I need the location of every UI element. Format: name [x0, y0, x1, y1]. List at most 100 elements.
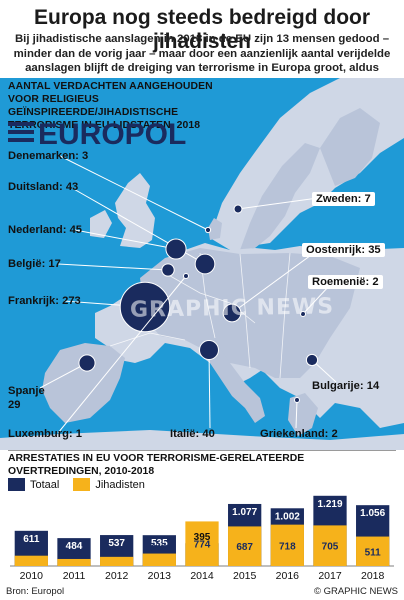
bubble-belgi — [161, 263, 175, 277]
country-name: Duitsland — [8, 181, 59, 193]
callout-frankrijk: Frankrijk: 273 — [8, 295, 81, 307]
country-value: 40 — [202, 428, 215, 440]
data-label-jihadist: 179 — [23, 546, 40, 557]
bar-jihadist — [142, 553, 176, 566]
x-tick-label: 2012 — [105, 570, 129, 582]
country-name: Roemenië — [312, 276, 366, 288]
data-label-total: 537 — [108, 538, 125, 549]
country-name: Oostenrijk — [306, 244, 362, 256]
country-value: 7 — [364, 193, 371, 205]
map-title-line: VOOR RELIGIEUS GEÏNSPIREERDE/JIHADISTISC… — [8, 94, 179, 118]
bar-jihadist — [57, 558, 91, 566]
bubble-nederland — [165, 238, 187, 260]
bubble-zweden — [233, 204, 243, 214]
intro-text: Bij jihadistische aanslagen in 2018 in d… — [13, 33, 391, 89]
watermark: GRAPHIC NEWS — [129, 294, 335, 323]
headline: Europa nog steeds bedreigd door jihadist… — [33, 6, 371, 53]
callout-bulgarije: Bulgarije: 14 — [312, 380, 380, 392]
europol-logo-text: EUROPOL — [38, 118, 186, 150]
callout-luxemburg: Luxemburg: 1 — [8, 428, 82, 440]
credit-note: © GRAPHIC NEWS — [313, 586, 398, 597]
x-tick-label: 2013 — [148, 570, 172, 582]
x-tick-label: 2017 — [318, 570, 342, 582]
data-label-jihadist: 122 — [66, 549, 83, 560]
data-label-total: 611 — [23, 534, 40, 545]
callout-denemarken: Denemarken: 3 — [8, 150, 89, 162]
callout-italie: Italië: 40 — [170, 428, 215, 440]
arrests-title-line: ARRESTATIES IN EU VOOR TERRORISME-GERELA… — [8, 453, 305, 464]
legend-item-total: Totaal — [8, 478, 59, 491]
callout-griekenland: Griekenland: 2 — [260, 428, 338, 440]
callout-leader-line — [57, 275, 187, 434]
bar-jihadist — [313, 525, 347, 566]
country-name: Griekenland — [260, 428, 325, 440]
arrests-title: ARRESTATIES IN EU VOOR TERRORISME-GERELA… — [8, 452, 398, 478]
data-label-total: 1.002 — [275, 511, 300, 522]
europe-map — [0, 78, 404, 450]
data-label-total: 395 — [194, 532, 211, 543]
bar-jihadist — [185, 521, 219, 566]
map-title-line: TERRORISME IN EU-LIDSTATEN, 2018 — [8, 120, 201, 131]
bar-jihadist — [14, 555, 48, 566]
data-label-jihadist: 511 — [365, 547, 382, 558]
chart-legend: Totaal Jihadisten — [8, 478, 145, 491]
map-section: AANTAL VERDACHTEN AANGEHOUDEN VOOR RELIG… — [0, 78, 404, 450]
data-label-total: 1.056 — [360, 508, 385, 519]
bubble-spanje — [78, 354, 96, 372]
europol-logo: EUROPOL — [8, 118, 186, 150]
bubble-griekenland — [294, 397, 300, 403]
country-name: België — [8, 258, 42, 270]
data-label-jihadist: 705 — [322, 542, 339, 553]
callout-duitsland: Duitsland: 43 — [8, 181, 79, 193]
country-value: 35 — [368, 244, 381, 256]
map-title: AANTAL VERDACHTEN AANGEHOUDEN VOOR RELIG… — [8, 80, 248, 132]
callout-leader-line — [231, 249, 319, 314]
legend-label-jihadist: Jihadisten — [95, 478, 145, 491]
arrests-title-line: OVERTREDINGEN, 2010-2018 — [8, 466, 155, 477]
country-value: 1 — [75, 428, 82, 440]
data-label-jihadist: 774 — [194, 540, 211, 551]
map-title-line: AANTAL VERDACHTEN AANGEHOUDEN — [8, 81, 213, 92]
callout-leader-line — [295, 399, 298, 429]
x-tick-label: 2014 — [190, 570, 214, 582]
country-value: 45 — [69, 224, 83, 236]
bar-jihadist — [356, 536, 390, 566]
legend-label-total: Totaal — [30, 478, 60, 491]
data-label-total: 1.077 — [232, 507, 257, 518]
data-label-jihadist: 718 — [279, 541, 296, 552]
source-note: Bron: Europol — [6, 586, 65, 597]
bubble-bulgarije — [305, 353, 319, 367]
country-name: Zweden — [316, 193, 358, 205]
x-tick-label: 2015 — [233, 570, 257, 582]
country-name: Spanje — [8, 385, 45, 397]
callout-leader-line — [59, 155, 209, 231]
x-tick-label: 2011 — [63, 570, 86, 582]
legend-swatch-jihadist — [73, 478, 91, 491]
x-tick-label: 2018 — [361, 570, 385, 582]
callout-belgie: België: 17 — [8, 258, 61, 270]
bubble-luxemburg — [183, 273, 189, 279]
country-value: 2 — [372, 276, 379, 288]
country-value: 29 — [8, 399, 21, 411]
callout-nederland: Nederland: 45 — [8, 224, 83, 236]
bubble-denemarken — [204, 226, 212, 234]
country-value: 273 — [62, 295, 81, 307]
country-name: Nederland — [8, 224, 63, 236]
data-label-total: 484 — [66, 541, 83, 552]
data-label-jihadist: 216 — [151, 544, 168, 555]
callout-leader-line — [237, 197, 319, 210]
country-value: 3 — [82, 150, 89, 162]
callout-zweden: Zweden: 7 — [312, 192, 375, 206]
bubble-frankrijk — [119, 281, 171, 333]
legend-item-jihadist: Jihadisten — [73, 478, 145, 491]
bubble-itali — [199, 340, 219, 360]
legend-swatch-total — [8, 478, 25, 491]
country-name: Luxemburg — [8, 428, 69, 440]
section-divider — [8, 450, 396, 451]
data-label-jihadist: 159 — [108, 547, 125, 558]
data-label-jihadist: 687 — [236, 542, 253, 553]
country-value: 43 — [65, 181, 79, 193]
bar-jihadist — [228, 526, 262, 566]
country-value: 17 — [48, 258, 61, 270]
